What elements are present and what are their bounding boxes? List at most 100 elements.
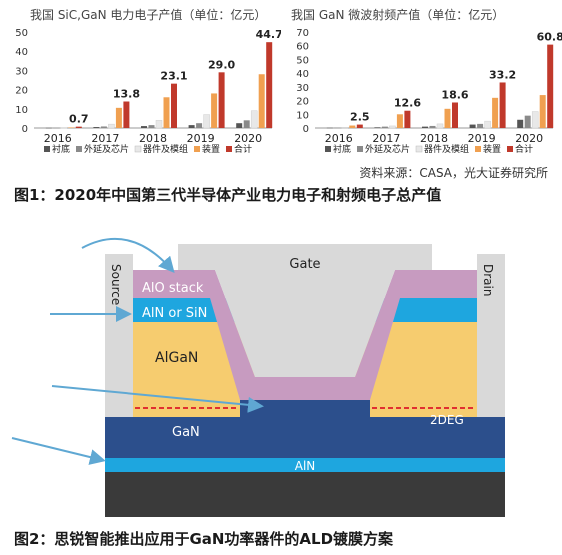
- chart2-title: 我国 GaN 微波射频产值（单位：亿元）: [291, 8, 505, 22]
- source-label: Source: [109, 264, 123, 305]
- bar-2-3: [163, 97, 170, 128]
- bar-4-2: [250, 110, 258, 129]
- legend-label: 外延及芯片: [365, 143, 410, 155]
- bar-2-1: [148, 125, 155, 128]
- bar-4-0: [517, 119, 524, 128]
- bar-1-1: [381, 126, 388, 128]
- bar-0-4: [75, 126, 82, 128]
- gan-layer: [105, 417, 505, 458]
- x-tick-label: 2020: [234, 132, 262, 145]
- total-label: 33.2: [489, 68, 516, 81]
- source-note: 资料来源：CASA，光大证券研究所: [359, 166, 548, 180]
- x-tick-label: 2018: [139, 132, 167, 145]
- bar-4-3: [258, 74, 265, 128]
- bar-1-1: [100, 126, 107, 128]
- caption-figure2: 图2：思锐智能推出应用于GaN功率器件的ALD镀膜方案: [14, 530, 394, 548]
- chart2-svg: 0 10 20 30 40 50 60 70 2.5 2016 12.6 2017 18.6 2018 33…: [296, 28, 562, 155]
- bar-3-2: [484, 120, 491, 129]
- total-label: 44.7: [256, 28, 281, 41]
- diagram-svg: Gate Source Drain AlO stack AlN or SiN A…: [11, 237, 505, 517]
- total-label: 12.6: [394, 97, 421, 110]
- legend-label: 合计: [234, 143, 252, 155]
- total-label: 29.0: [208, 58, 235, 71]
- bar-4-1: [524, 115, 531, 128]
- aln-sin-label: AlN or SiN: [142, 306, 207, 321]
- bar-0-2: [60, 127, 68, 129]
- y-tick-label: 40: [15, 47, 28, 58]
- bar-2-3: [444, 108, 451, 128]
- total-label: 0.7: [69, 113, 89, 126]
- arrow-aln-layer: [11, 437, 106, 465]
- total-label: 2.5: [350, 111, 370, 124]
- total-label: 60.8: [537, 31, 562, 44]
- legend-swatch: [475, 146, 481, 152]
- bar-0-0: [45, 127, 52, 129]
- arrow-recess: [51, 385, 264, 413]
- bar-0-2: [341, 127, 349, 129]
- bar-2-1: [429, 125, 436, 128]
- bar-2-0: [422, 126, 428, 128]
- drain-contact: [477, 254, 505, 417]
- aln-layer: [105, 458, 505, 472]
- bar-2-2: [436, 123, 444, 129]
- bar-3-3: [492, 97, 499, 128]
- bar-3-0: [188, 125, 195, 128]
- bar-3-4: [499, 82, 506, 128]
- gan-device-diagram: Gate Source Drain AlO stack AlN or SiN A…: [0, 222, 562, 518]
- y-tick-label: 40: [296, 69, 309, 80]
- total-label: 13.8: [113, 88, 140, 101]
- bar-1-0: [374, 127, 381, 128]
- legend-label: 合计: [515, 143, 533, 155]
- bar-4-1: [243, 120, 250, 128]
- x-tick-label: 2019: [468, 132, 496, 145]
- drain-label: Drain: [481, 264, 495, 296]
- bar-0-3: [68, 127, 75, 128]
- legend-label: 外延及芯片: [84, 143, 129, 155]
- legend-swatch: [226, 146, 232, 152]
- bar-2-4: [171, 83, 177, 128]
- alo-stack-label: AlO stack: [142, 281, 204, 296]
- bar-4-2: [531, 111, 539, 129]
- legend-label: 器件及模组: [424, 143, 469, 155]
- y-tick-label: 70: [296, 28, 309, 39]
- chart-sic-gan-power: 我国 SiC,GaN 电力电子产值（单位：亿元） 0 10 20 30 40 50 0.7 2…: [0, 0, 281, 175]
- y-tick-label: 30: [296, 83, 309, 94]
- bar-2-0: [141, 126, 147, 128]
- y-tick-label: 50: [15, 28, 28, 39]
- bar-1-3: [115, 107, 122, 128]
- y-tick-label: 20: [15, 86, 28, 97]
- legend-swatch: [507, 146, 513, 152]
- y-tick-label: 0: [22, 124, 28, 135]
- bar-3-0: [469, 124, 476, 128]
- y-tick-label: 10: [15, 105, 28, 116]
- legend-swatch: [357, 146, 363, 152]
- bar-4-4: [547, 44, 554, 128]
- algan-label: AlGaN: [155, 350, 198, 366]
- x-tick-label: 2018: [420, 132, 448, 145]
- x-tick-label: 2017: [372, 132, 400, 145]
- bar-3-1: [477, 123, 484, 128]
- bar-1-2: [108, 123, 115, 129]
- legend-swatch: [194, 146, 200, 152]
- bar-3-2: [203, 114, 210, 129]
- bar-0-1: [53, 127, 60, 129]
- y-tick-label: 60: [296, 42, 309, 53]
- bar-1-0: [93, 127, 100, 128]
- gan-label: GaN: [172, 425, 200, 440]
- bar-2-4: [452, 102, 458, 128]
- legend-swatch: [44, 146, 50, 152]
- y-tick-label: 30: [15, 66, 28, 77]
- alo-stack: [133, 270, 477, 400]
- bar-1-4: [404, 110, 411, 128]
- x-tick-label: 2017: [91, 132, 119, 145]
- legend-swatch: [134, 145, 142, 153]
- 2deg-label: 2DEG: [430, 413, 464, 427]
- legend-swatch: [415, 145, 423, 153]
- source-contact: [105, 254, 133, 417]
- bar-1-2: [389, 125, 396, 129]
- legend-swatch: [76, 146, 82, 152]
- chart1-svg: 0 10 20 30 40 50 0.7 2016 13.8 2017 23.1 2018 29.0 20…: [15, 28, 281, 155]
- y-tick-label: 20: [296, 97, 309, 108]
- bar-4-0: [236, 123, 243, 128]
- legend-label: 器件及模组: [143, 143, 188, 155]
